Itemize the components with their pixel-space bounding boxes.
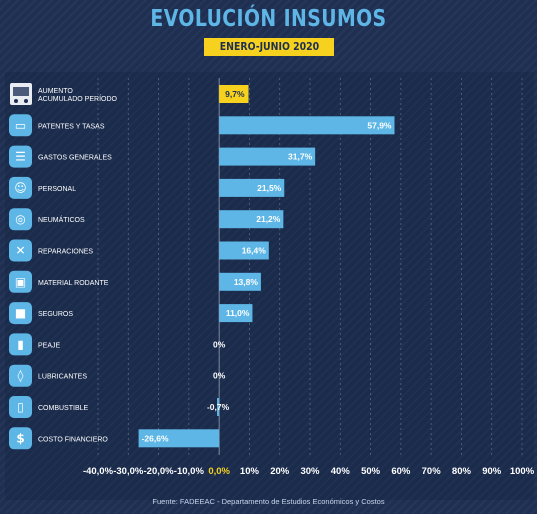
ticket-icon-glyph: ▭	[15, 118, 26, 132]
data-label: -26,6%	[142, 433, 169, 443]
x-tick-label: -20,0%	[144, 466, 175, 477]
chart-subtitle: ENERO-JUNIO 2020	[204, 38, 334, 56]
data-label: 57,9%	[367, 120, 392, 130]
data-label: 0%	[213, 339, 226, 349]
x-tick-label: 80%	[452, 466, 472, 477]
vehicle-icon	[9, 270, 32, 293]
bar	[217, 398, 220, 416]
fuel-icon-glyph: ▯	[17, 400, 24, 414]
bar	[219, 210, 284, 229]
source-note: Fuente: FADEEAC - Departamento de Estudi…	[152, 497, 385, 506]
chart-title: EVOLUCIÓN INSUMOS	[150, 6, 387, 32]
category-label: REPARACIONES	[38, 249, 93, 256]
oil-can-icon	[9, 364, 32, 387]
toll-icon	[9, 333, 32, 356]
fuel-icon	[9, 396, 32, 418]
data-label: 0%	[213, 371, 226, 381]
x-tick-label: 70%	[422, 466, 442, 477]
category-label: PATENTES Y TASAS	[38, 123, 105, 130]
category-label: COSTO FINANCIERO	[38, 436, 108, 443]
x-tick-label: -40,0%	[83, 466, 114, 477]
bar	[138, 429, 220, 448]
x-tick-label: -30,0%	[113, 466, 144, 477]
x-tick-label: 100%	[510, 466, 535, 477]
data-label: 21,2%	[256, 214, 281, 224]
toll-icon-glyph: ▮	[17, 337, 24, 351]
x-tick-label: 30%	[300, 466, 320, 477]
chart-subtitle-text: ENERO-JUNIO 2020	[219, 40, 319, 53]
bar	[219, 272, 261, 291]
person-icon-glyph: ☺	[14, 181, 27, 195]
vehicle-icon-glyph: ▣	[15, 275, 26, 289]
category-label: AUMENTO ACUMULADO PERÍODO	[38, 88, 118, 103]
money-bag-icon	[9, 427, 32, 450]
category-label: LUBRICANTES	[38, 374, 87, 381]
bar	[219, 147, 316, 166]
bus-wheel	[14, 99, 18, 103]
data-label: 9,7%	[225, 89, 245, 99]
wrench-icon	[9, 239, 32, 262]
category-label: PERSONAL	[38, 186, 76, 193]
x-tick-label: 50%	[361, 466, 381, 477]
data-label: 16,4%	[242, 246, 267, 256]
data-label: 13,8%	[234, 277, 259, 287]
data-label: 11,0%	[226, 308, 250, 318]
data-label: -0,7%	[207, 402, 230, 412]
bus-window	[13, 87, 29, 96]
category-label: NEUMÁTICOS	[38, 215, 85, 224]
data-label: 21,5%	[257, 183, 282, 193]
document-icon-glyph: ☰	[15, 150, 26, 164]
x-tick-label: 0,0%	[208, 466, 230, 477]
x-tick-label: 20%	[270, 466, 290, 477]
category-label: PEAJE	[38, 342, 61, 349]
ticket-icon	[9, 114, 32, 137]
document-icon	[9, 145, 32, 168]
category-label: SEGUROS	[38, 311, 73, 318]
x-tick-label: 40%	[331, 466, 351, 477]
category-label: MATERIAL RODANTE	[38, 280, 109, 287]
tire-icon	[9, 208, 32, 231]
bar	[219, 178, 285, 197]
category-label: COMBUSTIBLE	[38, 405, 89, 412]
data-label: 31,7%	[288, 152, 313, 162]
x-tick-label: 60%	[391, 466, 411, 477]
tire-icon-glyph: ◎	[15, 212, 25, 226]
bus-wheel	[24, 99, 28, 103]
wrench-icon-glyph: ✕	[15, 244, 25, 258]
bar	[219, 304, 253, 323]
oil-can-icon-glyph: ◊	[18, 369, 24, 383]
person-icon	[9, 176, 32, 199]
money-bag-icon-glyph: $	[16, 431, 24, 445]
bar	[219, 85, 249, 103]
lock-icon-glyph: ■	[15, 306, 26, 320]
lock-icon	[9, 302, 32, 325]
x-tick-label: -10,0%	[174, 466, 205, 477]
category-label: GASTOS GENERALES	[38, 155, 112, 162]
chart-panel	[5, 72, 534, 500]
x-tick-label: 10%	[240, 466, 260, 477]
bar	[219, 116, 395, 135]
bar	[219, 241, 269, 260]
x-tick-label: 90%	[482, 466, 502, 477]
